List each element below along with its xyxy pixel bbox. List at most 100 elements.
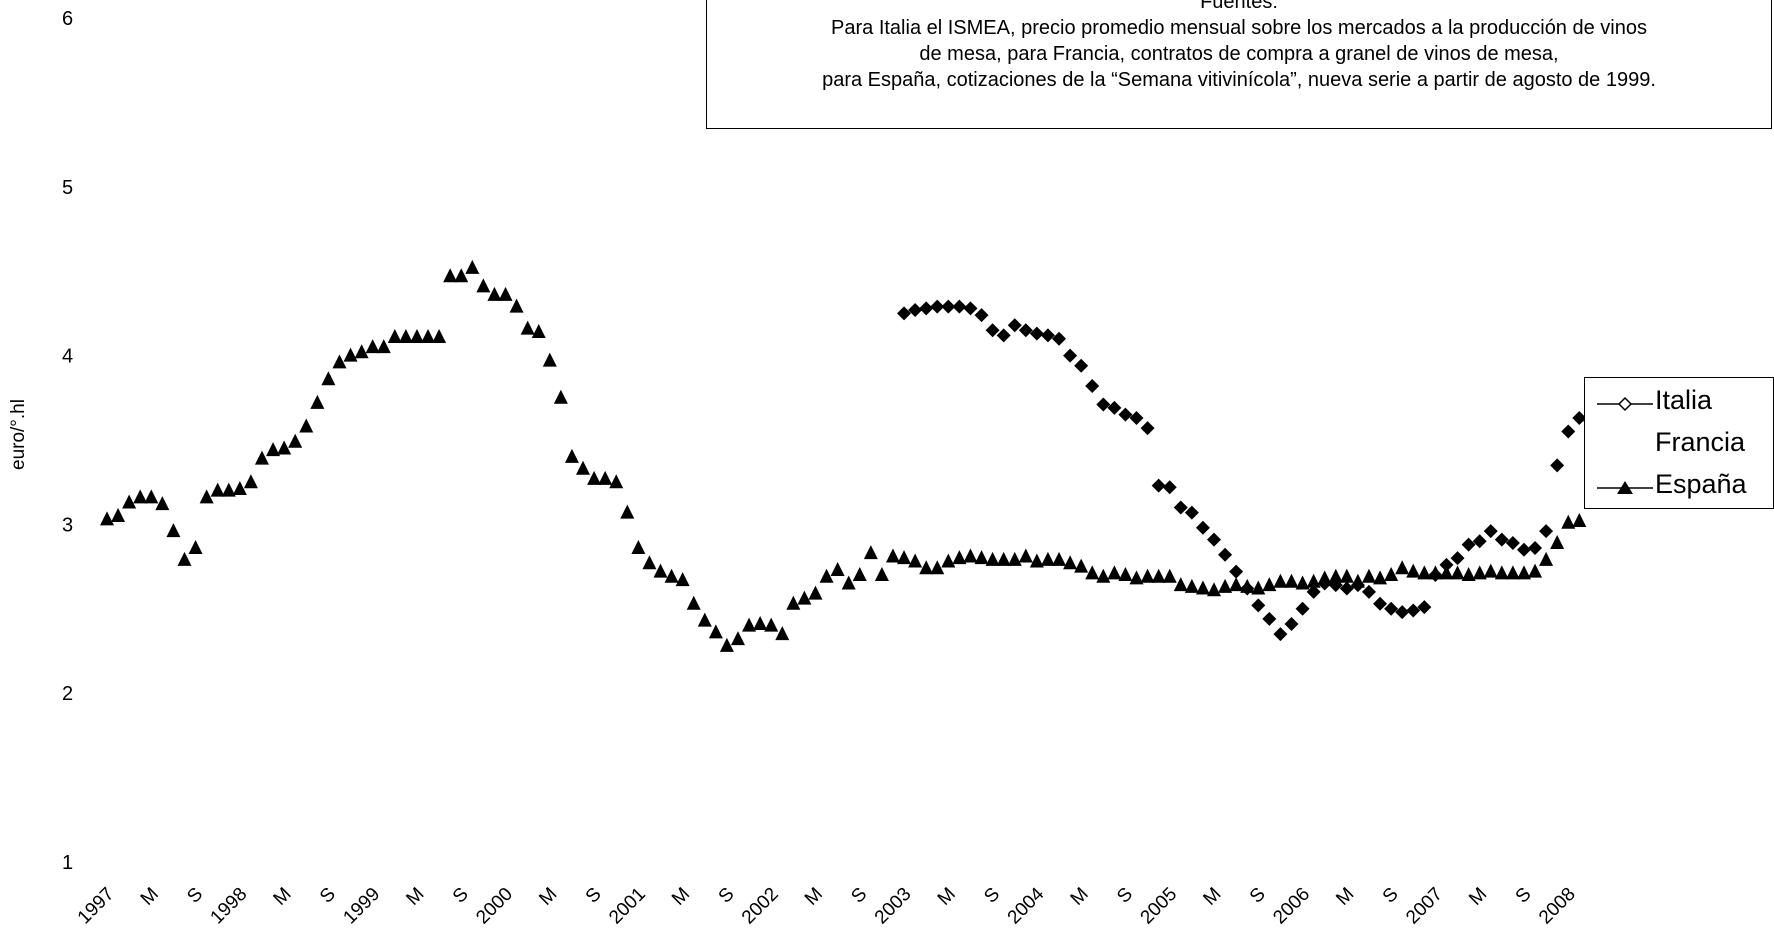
espana-point: [819, 568, 834, 583]
espana-point: [963, 548, 978, 563]
espana-point: [343, 347, 358, 362]
x-tick-label: 1997: [74, 884, 119, 929]
espana-point: [1085, 565, 1100, 580]
italia-point: [1339, 581, 1354, 596]
espana-point: [277, 440, 292, 455]
italia-point: [1140, 421, 1155, 436]
x-tick-label: M: [402, 884, 428, 910]
espana-point: [1306, 573, 1321, 588]
espana-point: [664, 568, 679, 583]
italia-point: [1184, 505, 1199, 520]
x-tick-label: M: [801, 884, 827, 910]
espana-point: [1195, 580, 1210, 595]
espana-point: [863, 545, 878, 560]
sources-line-2: de mesa, para Francia, contratos de comp…: [919, 43, 1559, 65]
espana-point: [365, 339, 380, 354]
italia-point: [1528, 541, 1543, 556]
espana-point: [210, 482, 225, 497]
x-tick-label: M: [934, 884, 960, 910]
espana-point: [620, 504, 635, 519]
espana-point: [1505, 565, 1520, 580]
espana-point: [1339, 568, 1354, 583]
espana-point: [1162, 568, 1177, 583]
espana-point: [321, 371, 336, 386]
italia-point: [1361, 584, 1376, 599]
espana-point: [133, 489, 148, 504]
italia-point: [1218, 547, 1233, 562]
x-tick-label: S: [1512, 884, 1536, 908]
espana-point: [221, 482, 236, 497]
espana-point: [1350, 573, 1365, 588]
italia-point: [1207, 532, 1221, 547]
espana-point: [122, 494, 137, 509]
y-tick-label: 6: [62, 8, 73, 30]
espana-point: [332, 354, 347, 369]
x-tick-label: 2007: [1402, 884, 1447, 929]
italia-point: [919, 301, 934, 316]
espana-point: [1218, 578, 1233, 593]
italia-point: [1373, 596, 1388, 611]
espana-point: [1262, 577, 1277, 592]
espana-point: [1328, 568, 1343, 583]
espana-point: [719, 637, 734, 652]
diamond-marker-icon: [1597, 396, 1653, 412]
italia-point: [1539, 524, 1554, 539]
espana-point: [686, 595, 701, 610]
espana-point: [432, 329, 447, 344]
italia-point: [1195, 520, 1210, 535]
x-tick-label: S: [1113, 884, 1137, 908]
espana-point: [764, 617, 779, 632]
espana-point: [1472, 565, 1487, 580]
espana-point: [908, 553, 923, 568]
y-tick-label: 1: [62, 852, 73, 874]
espana-point: [376, 339, 391, 354]
espana-point: [874, 567, 889, 582]
sources-line-3: para España, cotizaciones de la “Semana …: [822, 69, 1656, 91]
x-tick-label: 2004: [1004, 883, 1049, 928]
legend-label-espana: España: [1655, 469, 1747, 499]
espana-point: [576, 460, 591, 475]
x-tick-label: S: [582, 884, 606, 908]
espana-point: [288, 433, 303, 448]
x-tick-label: S: [183, 884, 207, 908]
italia-point: [1450, 551, 1465, 566]
legend-item-italia: Italia: [1585, 381, 1773, 421]
espana-point: [631, 540, 646, 555]
espana-point: [919, 560, 934, 575]
triangle-marker-icon: [1597, 481, 1653, 494]
italia-point: [1040, 328, 1055, 343]
italia-point: [1572, 411, 1587, 426]
italia-point: [1107, 400, 1122, 415]
x-tick-label: M: [1332, 884, 1358, 910]
x-tick-label: 1998: [207, 884, 252, 929]
espana-point: [1317, 570, 1332, 585]
italia-point: [1173, 500, 1188, 515]
espana-point: [996, 551, 1011, 566]
espana-point: [1052, 551, 1067, 566]
espana-point: [254, 450, 269, 465]
espana-point: [465, 259, 480, 274]
italia-point: [1561, 424, 1576, 439]
legend-label-francia: Francia: [1655, 427, 1746, 457]
x-tick-label: S: [449, 884, 473, 908]
italia-point: [897, 306, 912, 321]
espana-point: [487, 286, 502, 301]
espana-point: [299, 418, 314, 433]
italia-point: [1406, 603, 1421, 618]
espana-point: [1550, 534, 1565, 549]
italia-point: [1439, 557, 1454, 572]
espana-point: [199, 489, 214, 504]
italia-point: [1384, 601, 1399, 616]
espana-point: [1483, 563, 1498, 578]
italia-point: [985, 323, 1000, 338]
italia-point: [1029, 326, 1044, 341]
x-tick-label: S: [1246, 884, 1270, 908]
espana-point: [243, 474, 258, 489]
x-axis-ticks: 1997 M S 1998 M S 1999 M S 2000 M S 2001 M S 2002 M S 2003…: [74, 883, 1580, 928]
espana-point: [1461, 567, 1476, 582]
x-tick-label: M: [535, 884, 561, 910]
espana-point: [885, 548, 900, 563]
legend-label-italia: Italia: [1655, 385, 1713, 415]
x-tick-label: S: [316, 884, 340, 908]
espana-point: [509, 298, 524, 313]
